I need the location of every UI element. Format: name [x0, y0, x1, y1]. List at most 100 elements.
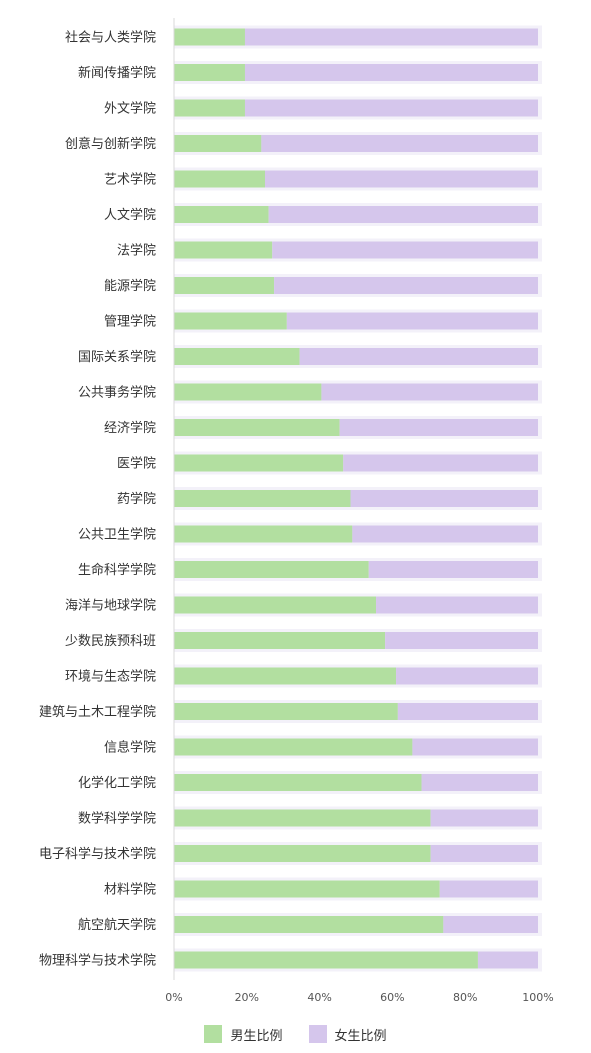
bar-female-segment[interactable]	[396, 667, 538, 685]
legend-item-female[interactable]: 女生比例	[308, 1025, 387, 1044]
bar-male-segment[interactable]	[174, 241, 273, 259]
category-row: 医学院	[117, 451, 542, 475]
bar-female-segment[interactable]	[385, 632, 538, 649]
category-label: 材料学院	[104, 882, 156, 898]
bar-female-segment[interactable]	[397, 703, 538, 720]
category-label: 电子科学与技术学院	[39, 846, 156, 862]
bar-female-segment[interactable]	[477, 951, 538, 969]
category-label: 国际关系学院	[78, 349, 156, 365]
category-row: 外文学院	[104, 96, 542, 120]
bar-male-segment[interactable]	[174, 703, 398, 720]
category-label: 少数民族预科班	[65, 633, 156, 649]
bar-female-segment[interactable]	[339, 419, 538, 436]
bar-female-segment[interactable]	[244, 99, 539, 117]
category-label: 社会与人类学院	[65, 30, 156, 46]
category-row: 少数民族预科班	[65, 629, 542, 652]
bar-female-segment[interactable]	[299, 348, 538, 365]
bar-male-segment[interactable]	[174, 738, 413, 756]
bar-male-segment[interactable]	[174, 99, 245, 117]
bar-male-segment[interactable]	[174, 880, 440, 898]
legend-item-male[interactable]: 男生比例	[204, 1025, 283, 1044]
category-rows: 社会与人类学院新闻传播学院外文学院创意与创新学院艺术学院人文学院法学院能源学院管…	[39, 25, 542, 972]
category-label: 物理科学与技术学院	[39, 953, 156, 969]
category-label: 环境与生态学院	[65, 669, 156, 685]
bar-female-segment[interactable]	[286, 312, 538, 330]
category-row: 国际关系学院	[78, 345, 542, 368]
bar-male-segment[interactable]	[174, 845, 431, 862]
category-row: 新闻传播学院	[78, 61, 542, 84]
category-row: 公共卫生学院	[78, 522, 542, 546]
x-tick-label: 0%	[165, 991, 182, 1004]
category-row: 电子科学与技术学院	[39, 842, 542, 865]
legend-swatch-male	[204, 1025, 223, 1043]
category-label: 海洋与地球学院	[65, 598, 156, 614]
bar-male-segment[interactable]	[174, 490, 351, 507]
category-label: 药学院	[117, 491, 156, 507]
bar-female-segment[interactable]	[244, 28, 539, 46]
bar-male-segment[interactable]	[174, 667, 397, 685]
bar-male-segment[interactable]	[174, 206, 269, 223]
category-label: 艺术学院	[104, 172, 156, 188]
bar-male-segment[interactable]	[174, 596, 377, 614]
category-label: 外文学院	[104, 101, 156, 117]
x-tick-label: 60%	[380, 991, 404, 1004]
bar-female-segment[interactable]	[244, 64, 539, 81]
bar-male-segment[interactable]	[174, 64, 245, 81]
bar-female-segment[interactable]	[430, 809, 538, 827]
category-label: 管理学院	[104, 314, 156, 330]
category-label: 人文学院	[104, 207, 156, 223]
bar-female-segment[interactable]	[443, 916, 538, 933]
category-label: 航空航天学院	[78, 917, 156, 933]
bar-female-segment[interactable]	[439, 880, 538, 898]
bar-female-segment[interactable]	[343, 454, 538, 472]
bar-male-segment[interactable]	[174, 809, 431, 827]
bar-female-segment[interactable]	[268, 206, 538, 223]
bar-female-segment[interactable]	[430, 845, 538, 862]
category-row: 能源学院	[104, 274, 542, 297]
category-label: 公共事务学院	[78, 385, 156, 401]
category-label: 经济学院	[104, 420, 156, 436]
category-label: 建筑与土木工程学院	[39, 704, 156, 720]
bar-male-segment[interactable]	[174, 383, 322, 401]
bar-male-segment[interactable]	[174, 170, 265, 188]
bar-female-segment[interactable]	[368, 561, 538, 578]
category-row: 生命科学学院	[78, 558, 542, 581]
bar-male-segment[interactable]	[174, 454, 344, 472]
bar-female-segment[interactable]	[261, 135, 538, 152]
bar-male-segment[interactable]	[174, 632, 386, 649]
bar-male-segment[interactable]	[174, 135, 262, 152]
category-label: 数学科学学院	[78, 811, 156, 827]
category-row: 艺术学院	[104, 167, 542, 191]
bar-male-segment[interactable]	[174, 525, 353, 543]
category-label: 创意与创新学院	[65, 136, 156, 152]
category-row: 建筑与土木工程学院	[39, 700, 542, 723]
bar-male-segment[interactable]	[174, 951, 478, 969]
category-label: 化学化工学院	[78, 775, 156, 791]
bar-female-segment[interactable]	[265, 170, 538, 188]
bar-female-segment[interactable]	[412, 738, 538, 756]
category-row: 管理学院	[104, 309, 542, 333]
bar-male-segment[interactable]	[174, 561, 369, 578]
category-label: 公共卫生学院	[78, 527, 156, 543]
bar-male-segment[interactable]	[174, 348, 300, 365]
bar-male-segment[interactable]	[174, 312, 287, 330]
bar-male-segment[interactable]	[174, 419, 340, 436]
bar-female-segment[interactable]	[350, 490, 538, 507]
category-row: 法学院	[117, 238, 542, 262]
category-row: 航空航天学院	[78, 913, 542, 936]
category-row: 人文学院	[104, 203, 542, 226]
x-tick-label: 80%	[453, 991, 477, 1004]
x-axis-ticks: 0% 20% 40% 60% 80% 100%	[165, 991, 553, 1004]
bar-male-segment[interactable]	[174, 28, 245, 46]
bar-female-segment[interactable]	[321, 383, 538, 401]
bar-female-segment[interactable]	[376, 596, 538, 614]
bar-female-segment[interactable]	[352, 525, 538, 543]
bar-male-segment[interactable]	[174, 916, 444, 933]
bar-male-segment[interactable]	[174, 277, 275, 294]
bar-female-segment[interactable]	[421, 774, 538, 791]
category-row: 药学院	[117, 487, 542, 510]
bar-female-segment[interactable]	[272, 241, 538, 259]
category-label: 信息学院	[104, 740, 156, 756]
bar-female-segment[interactable]	[274, 277, 538, 294]
bar-male-segment[interactable]	[174, 774, 422, 791]
